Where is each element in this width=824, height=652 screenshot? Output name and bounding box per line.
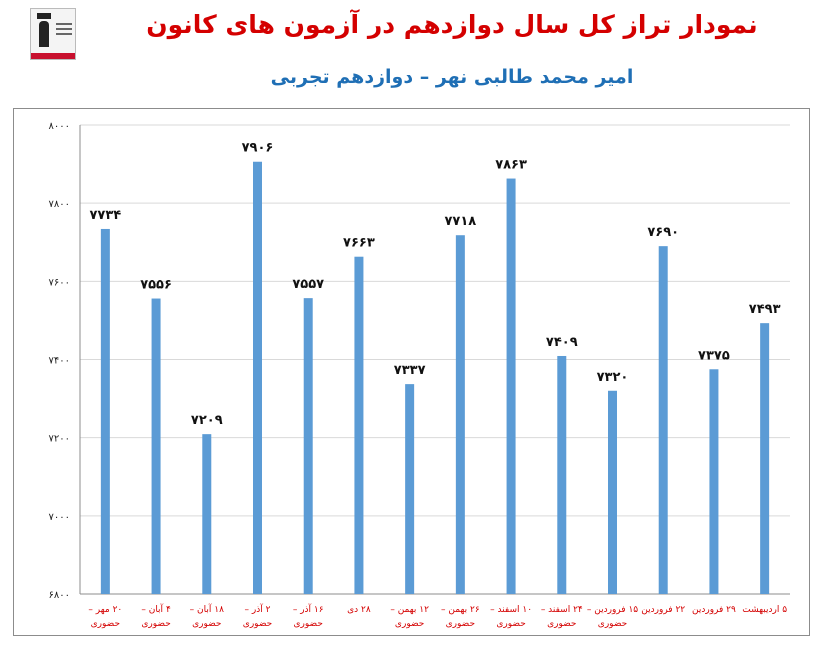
bar [354,256,364,594]
x-tick-label: حضوری [243,619,272,629]
y-tick-label: ۷۲۰۰ [49,434,70,445]
x-tick-label: حضوری [496,619,525,629]
data-label: ۷۵۵۶ [140,278,172,293]
bar [557,355,567,594]
x-tick-label: ۱۰ اسفند – [490,605,532,615]
y-tick-label: ۷۰۰۰ [49,512,70,523]
graduate-figure-icon [39,21,49,47]
bar [202,434,212,594]
bar [151,298,161,594]
x-tick-label: ۲۴ اسفند – [541,605,583,615]
data-label: ۷۴۹۳ [749,302,781,317]
x-tick-label: حضوری [446,619,475,629]
x-tick-label: ۵ اردیبهشت [742,605,787,615]
bar [303,298,313,594]
x-tick-label: ۴ آبان – [141,603,171,615]
x-tick-label: حضوری [91,619,120,629]
bar [506,178,516,594]
data-label: ۷۶۹۰ [647,225,679,240]
bar [760,323,770,594]
logo-red-bar [31,53,75,59]
brand-logo [30,8,76,60]
logo-text-lines [56,23,72,25]
bar [455,235,465,594]
data-label: ۷۴۰۹ [546,335,578,350]
bar [405,384,415,594]
bar [253,161,262,594]
y-tick-label: ۸۰۰۰ [49,121,70,132]
data-label: ۷۸۶۳ [495,158,527,173]
chart-frame [13,108,810,636]
data-label: ۷۲۰۹ [191,413,223,428]
graduation-cap-icon [37,13,51,19]
data-label: ۷۹۰۶ [242,141,274,156]
x-tick-label: ۲۹ فروردین [692,605,736,615]
x-tick-label: ۱۶ آذر – [293,603,324,615]
x-tick-label: حضوری [294,619,323,629]
x-tick-label: حضوری [547,619,576,629]
x-tick-label: ۱۵ فروردین – [587,605,638,615]
x-tick-label: ۱۲ بهمن – [390,605,429,615]
y-tick-label: ۷۴۰۰ [49,356,70,367]
data-label: ۷۶۶۳ [343,236,375,251]
x-tick-label: ۲۰ مهر – [88,605,122,615]
bar [100,228,110,594]
data-label: ۷۳۳۷ [394,363,426,378]
bar [608,390,617,594]
data-label: ۷۷۱۸ [444,214,476,229]
data-label: ۷۳۷۵ [698,348,730,363]
y-tick-label: ۶۸۰۰ [49,590,70,601]
data-label: ۷۷۳۴ [89,208,121,223]
x-tick-label: ۱۸ آبان – [190,603,224,615]
data-label: ۷۵۵۷ [292,277,324,292]
x-tick-label: حضوری [598,619,627,629]
chart-title: نمودار تراز کل سال دوازدهم در آزمون های … [146,10,758,39]
x-tick-label: ۲۶ بهمن – [441,605,480,615]
x-tick-label: حضوری [395,619,424,629]
x-tick-label: حضوری [192,619,221,629]
data-label: ۷۳۲۰ [597,370,629,385]
x-tick-label: ۲۸ دی [347,605,371,615]
y-tick-label: ۷۶۰۰ [49,277,70,288]
y-tick-label: ۷۸۰۰ [49,199,70,210]
bar [709,369,719,594]
x-tick-label: حضوری [141,619,170,629]
x-tick-label: ۲۲ فروردین [641,605,685,615]
x-tick-label: ۲ آذر – [245,603,271,615]
bar [658,246,668,595]
chart-subtitle: امیر محمد طالبی نهر – دوازدهم تجربی [270,66,634,88]
